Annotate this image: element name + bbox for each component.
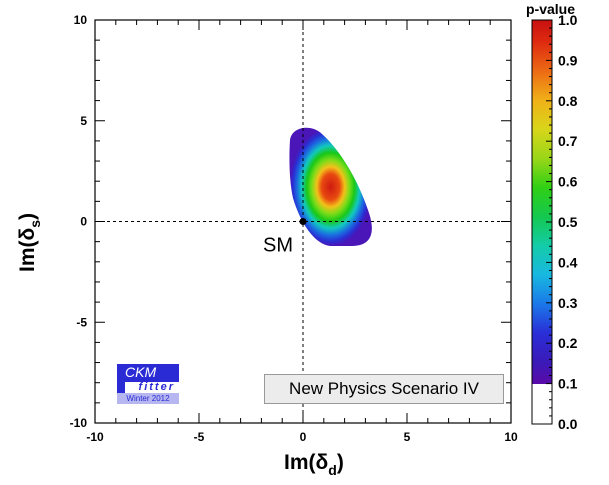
- x-tick-label: 0: [300, 430, 307, 444]
- colorbar-white-segment: [532, 384, 552, 424]
- ckmfitter-logo: CKM fitter Winter 2012: [117, 364, 179, 404]
- colorbar-tick-label: 1.0: [558, 12, 578, 28]
- y-tick-label: 0: [80, 215, 87, 229]
- colorbar-tick-label: 0.7: [558, 133, 578, 149]
- x-tick-label: -10: [86, 430, 104, 444]
- colorbar-title: p-value: [526, 1, 575, 17]
- y-tick-label: -5: [76, 315, 87, 329]
- colorbar-tick-label: 0.8: [558, 93, 578, 109]
- x-axis-title: Im(δd): [284, 451, 344, 478]
- logo-ckm-text: CKM: [117, 364, 179, 380]
- scenario-annotation: New Physics Scenario IV: [264, 374, 504, 404]
- colorbar-tick-label: 0.3: [558, 295, 578, 311]
- colorbar-tick-label: 0.4: [558, 254, 578, 270]
- colorbar-tick-label: 0.1: [558, 376, 578, 392]
- sm-point: [299, 218, 307, 225]
- y-axis-title: Im(δs): [16, 213, 43, 272]
- colorbar-ticks: 0.0 0.1 0.2 0.3 0.4 0.5 0.6 0.7 0.8 0.9 1.0: [546, 12, 578, 432]
- colorbar: 0.0 0.1 0.2 0.3 0.4 0.5 0.6 0.7 0.8 0.9 1.0 p-valu…: [526, 1, 578, 432]
- colorbar-tick-label: 0.9: [558, 52, 578, 68]
- y-tick-label: 5: [80, 114, 87, 128]
- x-ticks: -10 -5 0 5 10: [86, 20, 518, 444]
- colorbar-tick-label: 0.6: [558, 174, 578, 190]
- y-ticks: -10 -5 0 5 10: [70, 13, 511, 430]
- p-value-region: [289, 127, 372, 246]
- colorbar-gradient: [532, 20, 552, 384]
- logo-date-text: Winter 2012: [117, 393, 179, 404]
- y-tick-label: 10: [74, 13, 88, 27]
- y-tick-label: -10: [70, 416, 88, 430]
- x-tick-label: -5: [194, 430, 205, 444]
- sm-label: SM: [263, 235, 293, 257]
- logo-fitter-text: fitter: [117, 380, 179, 393]
- colorbar-tick-label: 0.5: [558, 214, 578, 230]
- confidence-region: [289, 127, 372, 246]
- colorbar-tick-label: 0.2: [558, 335, 578, 351]
- colorbar-tick-label: 0.0: [558, 416, 578, 432]
- x-tick-label: 10: [504, 430, 518, 444]
- x-tick-label: 5: [404, 430, 411, 444]
